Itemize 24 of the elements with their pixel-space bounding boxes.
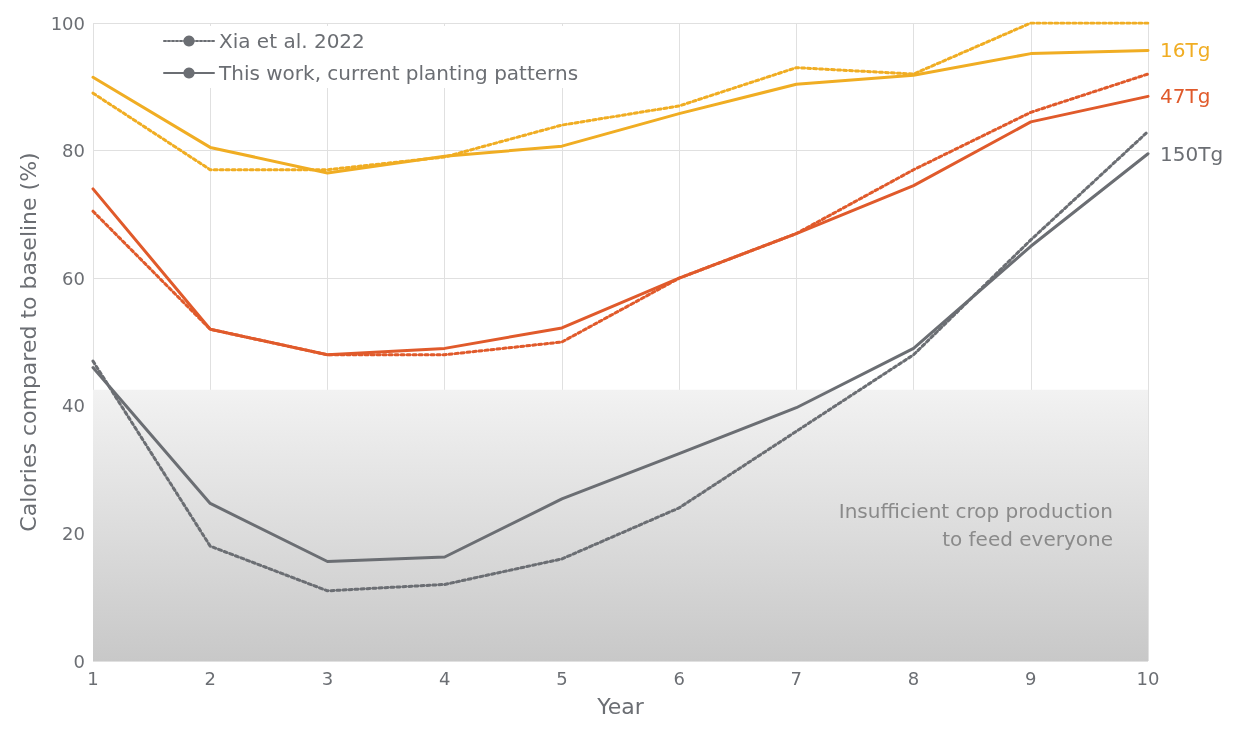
x-tick-label: 6 (673, 667, 685, 689)
x-tick-label: 9 (1025, 667, 1037, 689)
x-tick-label: 8 (907, 667, 920, 689)
series-label: 47Tg (1160, 84, 1211, 109)
x-tick-label: 5 (556, 667, 568, 689)
y-tick-label: 100 (50, 12, 85, 34)
y-tick-label: 80 (62, 140, 85, 162)
band-label: Insufficient crop production to feed everyone (838, 499, 1113, 552)
x-tick-label: 7 (790, 667, 803, 689)
series-label: 150Tg (1160, 141, 1224, 166)
y-tick-label: 40 (62, 395, 85, 417)
x-tick-label: 2 (204, 667, 216, 689)
y-tick-label: 60 (62, 267, 85, 289)
x-tick-label: 3 (321, 667, 334, 689)
x-tick-label: 1 (87, 667, 99, 689)
legend-label: This work, current planting patterns (218, 61, 579, 85)
x-tick-label: 4 (438, 667, 451, 689)
y-tick-label: 20 (62, 522, 85, 544)
series-label: 16Tg (1160, 38, 1211, 63)
legend-label: Xia et al. 2022 (219, 29, 365, 53)
x-tick-label: 10 (1136, 667, 1160, 689)
y-tick-label: 0 (73, 650, 85, 672)
y-axis-title: Calories compared to baseline (%) (16, 152, 42, 532)
x-axis-title: Year (596, 693, 645, 719)
